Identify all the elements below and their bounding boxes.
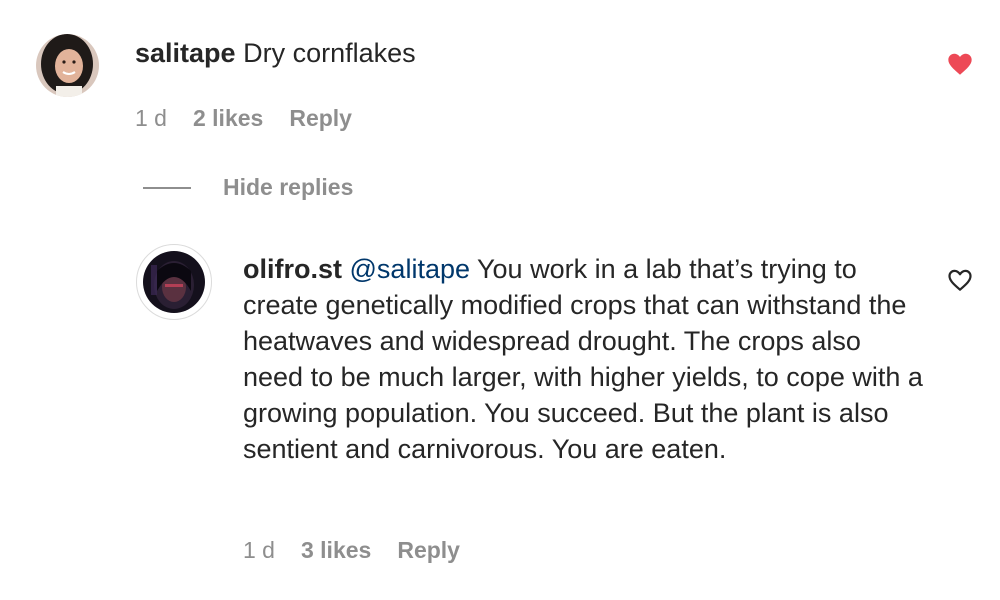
comment-text: salitape Dry cornflakes	[135, 36, 416, 70]
hide-replies-label: Hide replies	[223, 174, 354, 200]
divider-line	[143, 186, 191, 189]
reply-username[interactable]: olifro.st	[243, 254, 342, 284]
reply-text: olifro.st @salitape You work in a lab th…	[243, 251, 923, 467]
heart-filled-icon[interactable]	[946, 50, 974, 78]
avatar[interactable]	[143, 251, 205, 313]
reply-reply-button[interactable]: Reply	[397, 537, 460, 563]
reply-time[interactable]: 1 d	[243, 537, 275, 563]
comment-time[interactable]: 1 d	[135, 105, 167, 131]
reply-mention-link[interactable]: @salitape	[349, 254, 470, 284]
reply-meta: 1 d 3 likes Reply	[243, 537, 460, 564]
reply-body: You work in a lab that’s trying to creat…	[243, 254, 923, 464]
comment-username[interactable]: salitape	[135, 38, 236, 68]
hide-replies-button[interactable]: Hide replies	[143, 174, 353, 201]
comment-meta: 1 d 2 likes Reply	[135, 105, 352, 132]
heart-outline-icon[interactable]	[946, 266, 974, 294]
avatar-image	[143, 251, 205, 313]
comment-body: Dry cornflakes	[243, 38, 416, 68]
comment-likes[interactable]: 2 likes	[192, 105, 264, 131]
avatar[interactable]	[36, 34, 99, 97]
reply-likes[interactable]: 3 likes	[300, 537, 372, 563]
avatar-image	[36, 34, 99, 97]
story-ring	[136, 244, 212, 320]
comment-reply-button[interactable]: Reply	[289, 105, 352, 131]
